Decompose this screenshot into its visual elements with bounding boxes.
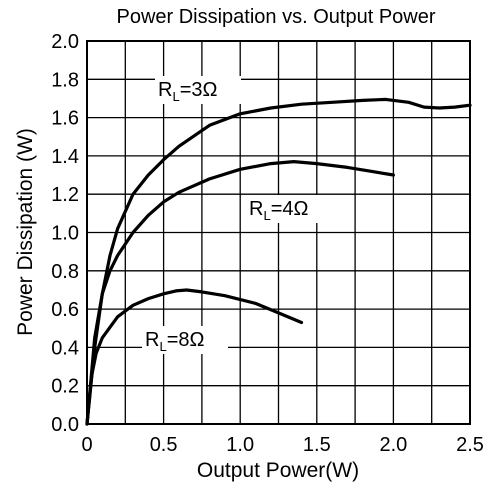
y-tick-label: 1.0 (51, 223, 79, 245)
x-tick-label: 2.0 (379, 434, 407, 456)
series-line-1 (85, 97, 472, 426)
chart-title: Power Dissipation vs. Output Power (116, 6, 435, 28)
y-tick-label: 0.0 (51, 414, 79, 436)
series-label-3: RL=8Ω (145, 329, 204, 354)
series-label-background (246, 195, 332, 223)
series-line-2 (85, 160, 395, 426)
y-tick-label: 1.6 (51, 108, 79, 130)
series-label-value: =4Ω (271, 198, 309, 220)
x-tick-label: 1.5 (303, 434, 331, 456)
series-label-background (142, 326, 228, 354)
y-tick-label: 1.2 (51, 184, 79, 206)
series-label-1: RL=3Ω (158, 79, 217, 104)
y-tick-label: 0.4 (51, 337, 79, 359)
y-tick-label: 2.0 (51, 31, 79, 53)
grid-lines (86, 40, 471, 425)
plot-frame (86, 40, 471, 425)
series-label-main: R (145, 329, 159, 351)
series-label-subscript: L (159, 339, 166, 354)
x-tick-label: 2.5 (456, 434, 484, 456)
series-curves (85, 97, 472, 426)
y-tick-labels: 0.0 0.2 0.4 0.6 0.8 1.0 1.2 1.4 1.6 1.8 2.0 (51, 31, 79, 436)
series-label-background (155, 76, 241, 104)
y-tick-label: 0.8 (51, 261, 79, 283)
series-label-value: =8Ω (167, 329, 205, 351)
y-axis-label: Power Dissipation (W) (14, 128, 37, 336)
y-tick-label: 1.8 (51, 69, 79, 91)
series-label-main: R (158, 79, 172, 101)
series-label-subscript: L (263, 208, 270, 223)
x-axis-label: Output Power(W) (197, 459, 359, 482)
y-tick-label: 0.6 (51, 299, 79, 321)
series-label-subscript: L (172, 89, 179, 104)
series-label-2: RL=4Ω (249, 198, 308, 223)
x-tick-labels: 0 0.5 1.0 1.5 2.0 2.5 (81, 434, 483, 456)
series-line-3 (85, 288, 304, 426)
series-label-value: =3Ω (180, 79, 218, 101)
x-tick-label: 1.0 (226, 434, 254, 456)
y-tick-label: 0.2 (51, 376, 79, 398)
x-tick-label: 0 (81, 434, 92, 456)
y-tick-label: 1.4 (51, 146, 79, 168)
series-label-main: R (249, 198, 263, 220)
x-tick-label: 0.5 (150, 434, 178, 456)
